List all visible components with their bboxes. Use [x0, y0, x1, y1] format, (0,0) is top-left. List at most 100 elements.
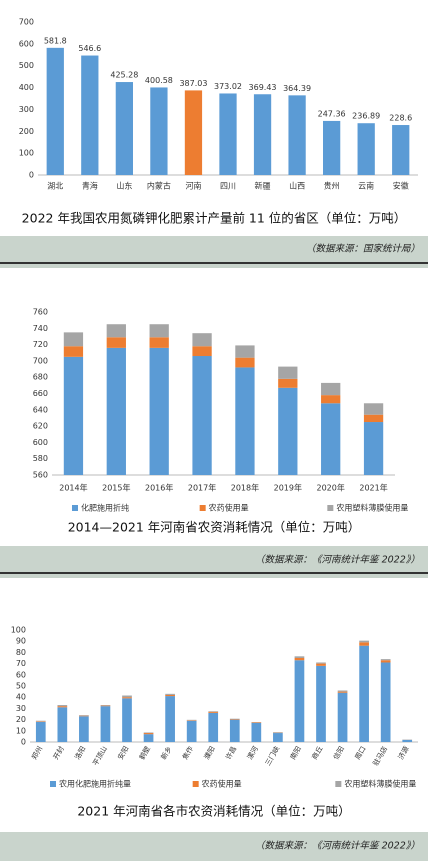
y-tick-label: 680: [33, 373, 48, 382]
y-tick-label: 10: [16, 726, 26, 735]
bar-segment: [187, 721, 197, 742]
bar-segment: [251, 723, 261, 742]
x-tick-label: 贵州: [324, 181, 340, 191]
bar-segment: [36, 722, 46, 742]
legend-swatch: [72, 505, 78, 511]
y-tick-label: 20: [16, 715, 26, 724]
bar-segment: [316, 662, 326, 663]
bar: [323, 121, 340, 175]
bar-segment: [150, 324, 169, 337]
bar-segment: [364, 403, 383, 414]
value-label: 247.36: [318, 109, 346, 118]
bar-segment: [338, 693, 348, 742]
x-tick-label: 新疆: [255, 181, 271, 191]
y-tick-label: 100: [11, 626, 26, 635]
bar-segment: [338, 692, 348, 693]
bar-segment: [208, 713, 218, 742]
bar-segment: [64, 332, 83, 346]
y-tick-label: 70: [16, 659, 26, 668]
bar-segment: [381, 659, 391, 660]
y-tick-label: 500: [19, 61, 34, 70]
bar-segment: [321, 383, 340, 395]
bar-segment: [316, 666, 326, 742]
bar-segment: [359, 641, 369, 643]
bar-segment: [402, 740, 412, 742]
bar: [288, 95, 305, 175]
bar-segment: [278, 379, 297, 388]
bar-segment: [144, 732, 154, 733]
x-tick-label: 2017年: [188, 483, 216, 493]
bar-segment: [79, 716, 89, 742]
bar: [81, 56, 98, 175]
bar-segment: [122, 697, 132, 698]
bar-segment: [364, 415, 383, 422]
y-tick-label: 660: [33, 389, 48, 398]
legend-label: 农药使用量: [209, 503, 249, 513]
x-tick-label: 2014年: [59, 483, 87, 493]
x-tick-label: 内蒙古: [147, 181, 171, 191]
value-label: 373.02: [214, 82, 242, 91]
bar-segment: [235, 358, 254, 368]
bar-segment: [359, 642, 369, 645]
value-label: 387.03: [179, 79, 207, 88]
bar-segment: [273, 733, 283, 742]
x-tick-label: 青海: [82, 181, 98, 191]
y-tick-label: 580: [33, 454, 48, 463]
value-label: 581.8: [44, 36, 67, 45]
bar-segment: [36, 721, 46, 722]
x-tick-label: 2021年: [359, 483, 387, 493]
bar-segment: [321, 395, 340, 403]
y-tick-label: 30: [16, 704, 26, 713]
legend-swatch: [50, 781, 56, 787]
legend-label: 化肥施用折纯: [81, 503, 129, 513]
y-tick-label: 40: [16, 693, 26, 702]
legend-label: 农用化肥施用折纯量: [59, 779, 131, 789]
y-tick-label: 0: [29, 171, 34, 180]
bar-segment: [192, 346, 211, 356]
y-tick-label: 80: [16, 648, 26, 657]
y-tick-label: 560: [33, 471, 48, 480]
bar-segment: [144, 734, 154, 742]
bar-segment: [36, 721, 46, 722]
source-note: （数据来源：《河南统计年鉴 2022》）: [255, 840, 420, 852]
y-tick-label: 400: [19, 83, 34, 92]
x-tick-label: 河南: [185, 181, 201, 191]
x-tick-label: 安徽: [393, 181, 409, 191]
bar-segment: [144, 733, 154, 734]
value-label: 546.6: [78, 44, 101, 53]
bar-segment: [192, 356, 211, 475]
legend-label: 农用塑料薄膜使用量: [336, 503, 408, 513]
chart-title: 2014—2021 年河南省农资消耗情况（单位：万吨）: [68, 520, 361, 535]
bar-segment: [101, 706, 111, 707]
bar-segment: [192, 333, 211, 346]
bar-segment: [150, 337, 169, 348]
bar-segment: [295, 656, 305, 658]
y-tick-label: 740: [33, 324, 48, 333]
bar-segment: [321, 403, 340, 475]
source-note: （数据来源：《河南统计年鉴 2022》）: [255, 554, 420, 566]
bar: [392, 125, 409, 175]
bar-segment: [107, 337, 126, 348]
x-tick-label: 2018年: [231, 483, 259, 493]
bar-segment: [295, 660, 305, 742]
y-tick-label: 50: [16, 682, 26, 691]
legend-label: 农用塑料薄膜使用量: [344, 779, 416, 789]
bar-segment: [208, 712, 218, 713]
bar: [219, 93, 236, 175]
source-note: （数据来源：国家统计局）: [306, 243, 420, 255]
bar-segment: [101, 706, 111, 742]
bar-segment: [165, 694, 175, 695]
value-label: 369.43: [249, 83, 277, 92]
bar-segment: [165, 695, 175, 696]
y-tick-label: 620: [33, 422, 48, 431]
value-label: 364.39: [283, 84, 311, 93]
bar: [116, 82, 133, 175]
bar-segment: [64, 346, 83, 357]
bar-segment: [338, 690, 348, 691]
chart-title: 2022 年我国农用氮磷钾化肥累计产量前 11 位的省区（单位：万吨）: [22, 211, 407, 226]
x-tick-label: 2019年: [274, 483, 302, 493]
bar-segment: [64, 357, 83, 475]
x-tick-label: 云南: [358, 181, 374, 191]
bar-segment: [359, 646, 369, 742]
